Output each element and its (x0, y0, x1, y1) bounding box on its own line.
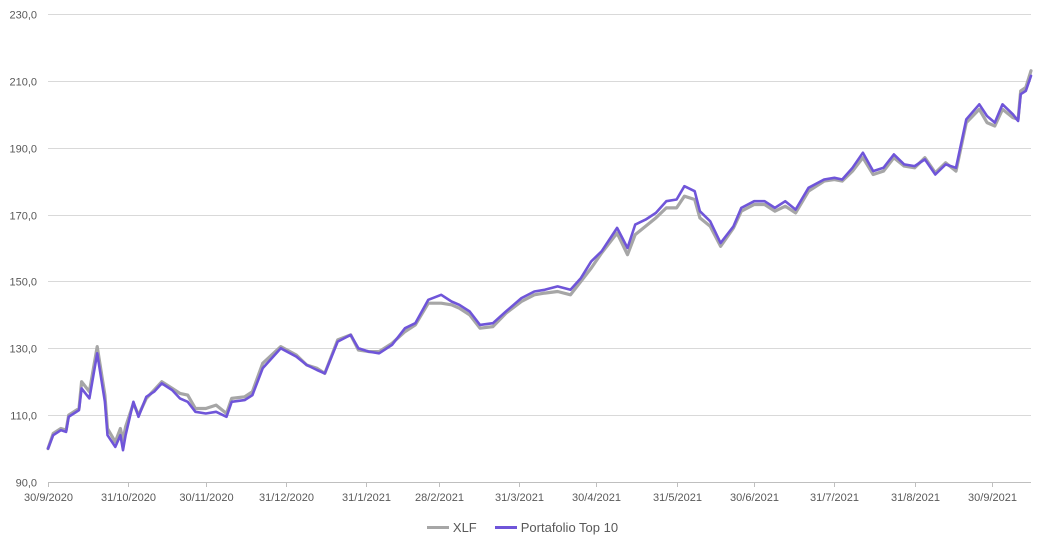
y-axis: 90,0 110,0 130,0 150,0 170,0 190,0 210,0 230,0 (9, 10, 37, 490)
y-tick-label: 110,0 (10, 411, 37, 423)
series-lines (46, 69, 1033, 452)
y-tick-label: 170,0 (9, 211, 37, 223)
chart-legend: XLF Portafolio Top 10 (0, 518, 1045, 536)
x-tick-label: 30/9/2021 (968, 492, 1017, 504)
x-tick-label: 31/12/2020 (259, 492, 314, 504)
y-tick-label: 190,0 (9, 144, 37, 156)
y-tick-label: 130,0 (9, 344, 37, 356)
series-line-xlf (46, 69, 1033, 451)
series-line-portafolio-top-10 (46, 74, 1033, 452)
legend-item-xlf: XLF (426, 519, 477, 535)
legend-label-portafolio: Portafolio Top 10 (520, 519, 619, 535)
x-tick-label: 30/6/2021 (730, 492, 779, 504)
x-tick-label: 31/1/2021 (342, 492, 391, 504)
legend-swatch-xlf (426, 525, 449, 529)
gridlines (48, 14, 1031, 483)
y-tick-label: 210,0 (9, 77, 37, 89)
legend-item-portafolio: Portafolio Top 10 (494, 519, 619, 535)
x-tick-label: 31/3/2021 (495, 492, 544, 504)
x-tick-label: 31/8/2021 (891, 492, 940, 504)
y-tick-label: 230,0 (9, 10, 37, 22)
x-tick-label: 31/10/2020 (101, 492, 156, 504)
x-tick-label: 31/5/2021 (653, 492, 702, 504)
x-tick-label: 28/2/2021 (415, 492, 464, 504)
x-tick-label: 30/4/2021 (572, 492, 621, 504)
x-axis: 30/9/2020 31/10/2020 30/11/2020 31/12/2020 3… (24, 482, 1017, 504)
y-tick-label: 90,0 (16, 478, 37, 490)
legend-swatch-portafolio (494, 525, 517, 529)
legend-label-xlf: XLF (452, 519, 477, 535)
x-tick-label: 30/9/2020 (24, 492, 73, 504)
x-tick-label: 30/11/2020 (179, 492, 233, 504)
x-tick-label: 31/7/2021 (810, 492, 859, 504)
y-tick-label: 150,0 (9, 277, 37, 289)
